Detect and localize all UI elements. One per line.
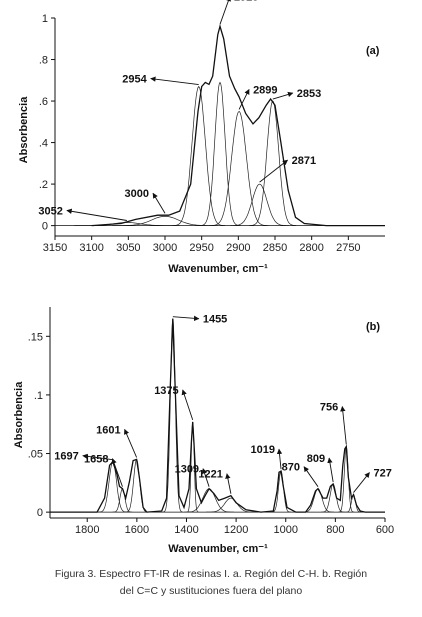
panel-a-component-2954	[172, 85, 226, 226]
panel-a-y-tick-label: .2	[39, 179, 48, 191]
panel-b-x-tick-label: 1000	[273, 524, 297, 536]
panel-b-x-tick-label: 1200	[224, 524, 248, 536]
panel-a-x-tick-label: 2900	[226, 242, 250, 254]
panel-b-peak-arrow-1658	[111, 458, 123, 487]
panel-b-x-tick-label: 600	[376, 524, 394, 536]
panel-b-peak-arrow-809	[327, 457, 334, 483]
panel-a-components	[74, 81, 297, 226]
panel-b-x-tick-label: 1600	[125, 524, 149, 536]
panel-b-peak-arrow-727	[353, 472, 370, 493]
panel-b-axes: 1800 1600 1400 1200 1000 800 600 0 .05 .1 .15	[28, 307, 394, 536]
panel-b-label: (b)	[366, 321, 380, 333]
panel-b-component-1221	[206, 497, 256, 513]
panel-b-peak-arrow-1455	[172, 315, 200, 322]
panel-b-peak-label-1455: 1455	[203, 314, 227, 326]
panel-b-peak-label-1697: 1697	[54, 451, 78, 463]
panel-a-peak-arrow-2853	[272, 91, 294, 100]
panel-a-peak-arrow-2925	[219, 0, 231, 25]
panel-a-component-2925	[199, 81, 241, 226]
panel-b-peak-arrow-1375	[181, 389, 194, 421]
figure-caption-line-1: Figura 3. Espectro FT-IR de resinas I. a…	[54, 568, 368, 580]
panel-b-x-tick-label: 1400	[174, 524, 198, 536]
panel-b-peak-arrow-1601	[124, 428, 138, 458]
panel-b-peak-arrow-1697	[82, 453, 113, 461]
panel-b-y-axis-title: Absorbencia	[13, 381, 25, 449]
panel-a-peak-label-2871: 2871	[292, 155, 316, 167]
panel-b-series-line	[50, 318, 385, 513]
panel-b-series	[50, 318, 385, 513]
panel-a-peak-arrow-3000	[152, 192, 166, 214]
panel-a-y-axis-title: Absorbencia	[18, 96, 30, 164]
panel-b-peak-label-809: 809	[307, 453, 325, 465]
panel-a-y-tick-label: 0	[42, 221, 48, 233]
figure-caption: Figura 3. Espectro FT-IR de resinas I. a…	[0, 566, 422, 600]
panel-a-x-tick-label: 2850	[263, 242, 287, 254]
panel-b-x-tick-label: 800	[326, 524, 344, 536]
panel-a-axes: 3150 3100 3050 3000 2950 2900 2850 2800 2750 0 .2.…	[39, 13, 385, 254]
panel-a-peak-label-2954: 2954	[122, 74, 147, 86]
panel-b-components	[97, 318, 362, 513]
panel-b-peak-label-1375: 1375	[154, 385, 178, 397]
panel-b-component-1309	[184, 488, 234, 513]
panel-b-peak-arrow-1309	[202, 468, 210, 487]
panel-a-peak-arrow-2871	[259, 159, 289, 183]
panel-b-y-tick-label: .05	[28, 449, 43, 461]
panel-b-peak-arrow-756	[340, 405, 347, 445]
panel-a-peak-arrow-3052	[66, 208, 127, 221]
panel-a-peak-label-3052: 3052	[38, 206, 62, 218]
panel-a-x-tick-label: 2750	[336, 242, 360, 254]
panel-b-component-1455	[162, 318, 183, 513]
figure-caption-line-2: del C=C y sustituciones fuera del plano	[119, 585, 303, 597]
panel-a-peak-label-2925: 2925	[234, 0, 258, 3]
panel-a-peak-arrow-2899	[238, 88, 250, 110]
panel-b-y-tick-label: .15	[28, 331, 43, 343]
panel-a-peak-label-3000: 3000	[125, 188, 149, 200]
panel-a-peak-label-2853: 2853	[297, 88, 321, 100]
panel-b-component-1697	[97, 461, 128, 513]
panel-a-x-tick-label: 3150	[43, 242, 67, 254]
panel-a-y-tick-label: .8	[39, 55, 48, 67]
panel-a-component-2899	[209, 110, 269, 226]
panel-b-y-tick-label: .1	[34, 390, 43, 402]
panel-a-chart: 3150 3100 3050 3000 2950 2900 2850 2800 2750 0 .2.…	[18, 0, 385, 275]
panel-b-peak-label-756: 756	[320, 401, 338, 413]
panel-a-y-tick-label: 1	[42, 13, 48, 25]
panel-b-peak-arrow-1221	[225, 473, 232, 494]
panel-b-peak-label-870: 870	[282, 462, 300, 474]
panel-b-peak-label-1601: 1601	[96, 424, 120, 436]
panel-a-x-tick-label: 2800	[299, 242, 323, 254]
panel-b-peak-arrow-870	[303, 466, 319, 487]
panel-b-peak-label-1309: 1309	[175, 464, 199, 476]
panel-b-chart: 1800 1600 1400 1200 1000 800 600 0 .05 .1 .15 1697…	[13, 307, 394, 555]
panel-a-peak-label-2899: 2899	[253, 84, 277, 96]
panel-a-x-tick-label: 3050	[116, 242, 140, 254]
panel-b-peak-label-727: 727	[373, 468, 391, 480]
panel-a-series-line	[91, 23, 385, 227]
panel-a-annotations: 2954 2925 2899 2853 2871 3000 3052	[38, 0, 321, 221]
panel-a-series	[91, 23, 385, 227]
panel-b-x-tick-label: 1800	[75, 524, 99, 536]
panel-b-peak-label-1658: 1658	[84, 454, 108, 466]
panel-b-y-tick-label: 0	[37, 507, 43, 519]
panel-b-component-756	[338, 445, 355, 513]
panel-b-peak-label-1221: 1221	[198, 469, 222, 481]
panel-a-peak-arrow-2954	[150, 76, 199, 85]
panel-a-label: (a)	[366, 45, 380, 57]
panel-b-peak-label-1019: 1019	[251, 444, 275, 456]
panel-b-peak-arrow-1019	[276, 448, 283, 470]
panel-a-x-axis-title: Wavenumber, cm⁻¹	[168, 263, 268, 275]
panel-a-y-tick-label: .4	[39, 138, 48, 150]
panel-a-x-tick-label: 3000	[153, 242, 177, 254]
panel-b-x-axis-title: Wavenumber, cm⁻¹	[168, 543, 268, 555]
panel-a-component-2871	[230, 183, 289, 226]
panel-a-x-tick-label: 2950	[189, 242, 213, 254]
panel-a-x-tick-label: 3100	[79, 242, 103, 254]
panel-b-annotations: 1697 1658 1601 1455 1375 1309 1221 1019 870 809 75…	[54, 314, 392, 494]
panel-a-y-tick-label: .6	[39, 96, 48, 108]
